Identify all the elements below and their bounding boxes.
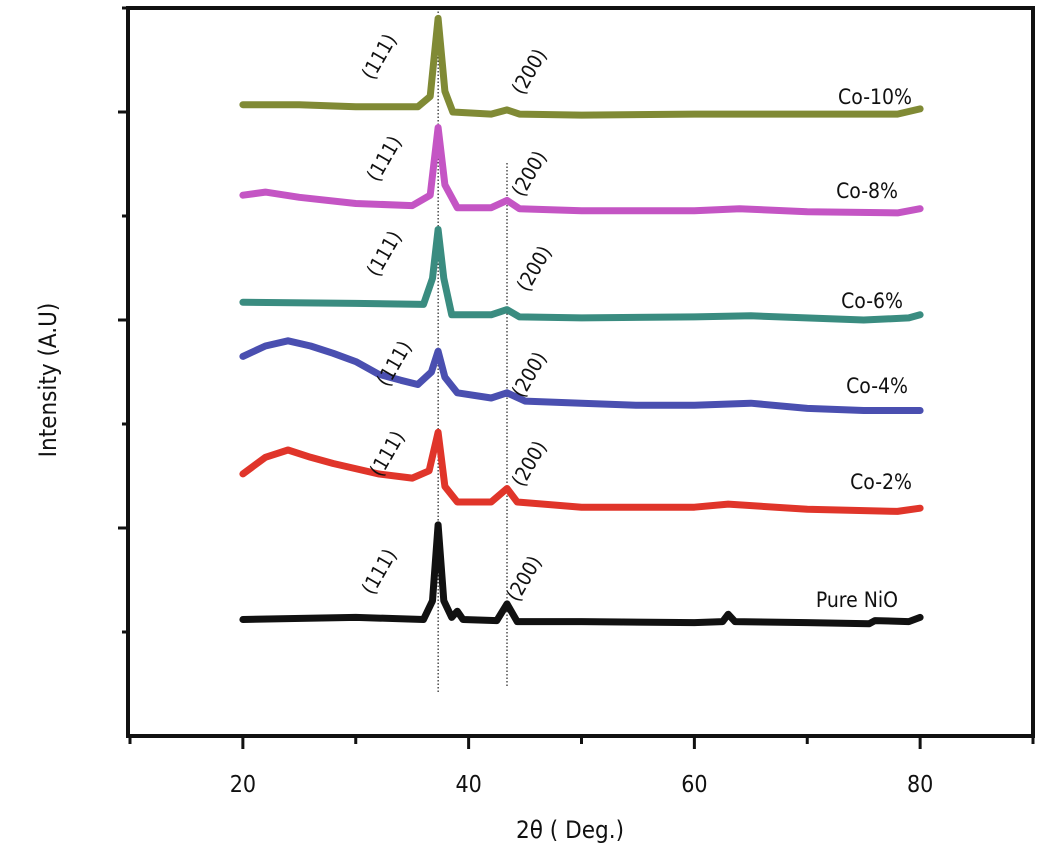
peak-label-200: (200) [506,437,551,491]
peak-label-111: (111) [356,545,401,599]
series-label: Pure NiO [816,588,898,612]
x-tick-label: 80 [907,772,933,798]
peak-label-111: (111) [364,427,409,481]
series-line-pure-nio [239,521,924,628]
series-line-co-10- [239,14,924,119]
peak-label-200: (200) [506,147,551,201]
peak-label-200: (200) [501,552,546,606]
plot-area: Pure NiO (111) (200) Co-2% (111) (200) Co-4% (1… [239,8,924,692]
peak-label-111: (111) [361,227,406,281]
peak-label-200: (200) [506,45,551,99]
series-line-co-6- [239,226,924,324]
peak-label-200: (200) [511,242,556,296]
series-line-co-4- [239,337,924,414]
series-label: Co-6% [841,289,903,313]
axis-ticks: 20 40 60 80 [118,6,1035,798]
series-label: Co-10% [838,85,912,109]
peak-label-111: (111) [356,30,401,84]
x-tick-label: 20 [230,772,256,798]
y-axis-label: Intensity (A.U) [34,303,62,458]
x-axis-label: 2θ ( Deg.) [516,816,624,844]
peak-label-111: (111) [361,132,406,186]
series-line-co-2- [239,428,924,515]
x-tick-label: 60 [681,772,707,798]
peak-label-200: (200) [506,348,551,402]
x-tick-label: 40 [455,772,481,798]
series-label: Co-4% [846,374,908,398]
series-label: Co-8% [836,179,898,203]
series-line-co-8- [239,124,924,217]
series-label: Co-2% [850,470,912,494]
